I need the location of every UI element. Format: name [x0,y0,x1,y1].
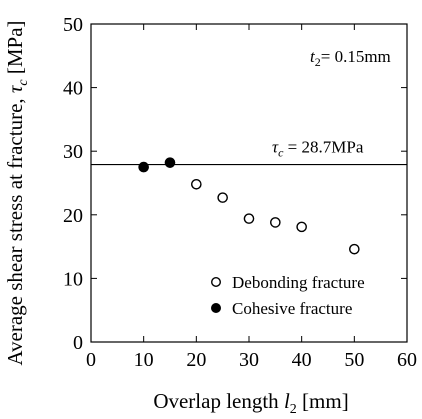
x-tick-label: 10 [134,349,154,371]
y-tick-label: 20 [63,205,83,227]
x-tick-label: 60 [397,349,417,371]
y-axis-label: Average shear stress at fracture, τc [MP… [3,20,31,365]
debonding-point [217,192,228,203]
debonding-point [270,217,281,228]
y-tick-label: 10 [63,268,83,290]
legend: Debonding fracture Cohesive fracture [210,273,365,318]
reference-line-group: τc = 28.7MPa [91,138,407,166]
tick-group: 0 10 20 30 40 50 60 0 10 20 30 40 50 [63,14,417,371]
marker-group [138,157,360,255]
y-tick-label: 0 [73,332,83,354]
x-tick-label: 40 [292,349,312,371]
plot-frame-group [90,23,408,343]
debonding-point [191,178,202,190]
legend-cohesive-marker [210,303,221,314]
thickness-annotation: t2= 0.15mm [310,47,391,69]
debonding-point [349,243,360,255]
debonding-point [243,213,255,224]
cohesive-point [138,161,149,173]
reference-line-label: τc = 28.7MPa [272,138,364,160]
x-tick-label: 20 [186,349,206,371]
x-tick-label: 50 [344,349,364,371]
cohesive-point [164,157,176,168]
legend-debonding-label: Debonding fracture [232,273,365,292]
x-tick-label: 0 [86,349,96,371]
legend-cohesive-label: Cohesive fracture [232,299,352,318]
x-axis-label: Overlap length l2 [mm] [153,389,348,417]
y-tick-label: 50 [63,14,83,36]
plot-frame [90,23,408,343]
y-tick-label: 40 [63,78,83,100]
y-tick-label: 30 [63,141,83,163]
debonding-point [296,221,307,233]
annotation-group: t2= 0.15mm [310,47,391,69]
axis-labels: Overlap length l2 [mm] Average shear stre… [3,20,349,417]
legend-debonding-marker [210,277,221,288]
x-tick-label: 30 [239,349,259,371]
